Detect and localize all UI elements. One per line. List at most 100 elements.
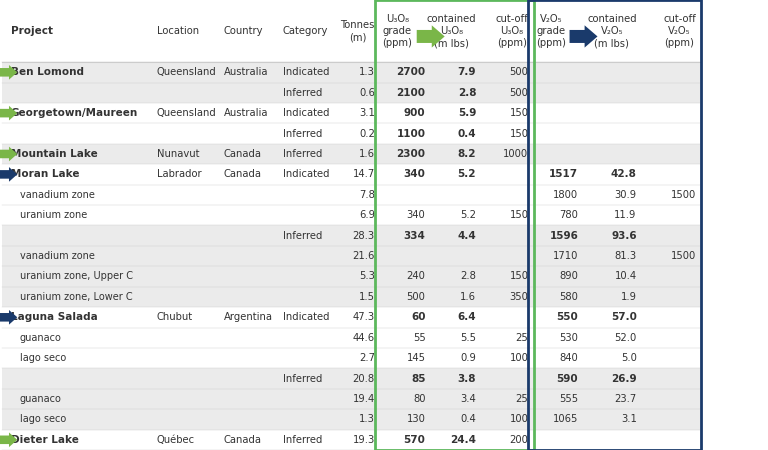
Text: 55: 55	[412, 333, 425, 343]
Text: 1.5: 1.5	[359, 292, 375, 302]
Text: 1.6: 1.6	[359, 149, 375, 159]
Text: 530: 530	[559, 333, 578, 343]
Text: 25: 25	[515, 394, 528, 404]
Polygon shape	[0, 106, 17, 121]
Text: 570: 570	[404, 435, 425, 445]
Text: 42.8: 42.8	[611, 169, 637, 180]
Text: 500: 500	[509, 88, 528, 98]
Text: lago seco: lago seco	[20, 353, 66, 363]
Text: 4.4: 4.4	[458, 231, 476, 241]
Text: V₂O₅
grade
(ppm): V₂O₅ grade (ppm)	[536, 14, 566, 49]
Text: 1.6: 1.6	[460, 292, 476, 302]
Text: Indicated: Indicated	[283, 108, 329, 118]
Text: 590: 590	[557, 374, 578, 383]
Text: 52.0: 52.0	[614, 333, 637, 343]
Bar	[2, 266, 700, 287]
Text: 0.4: 0.4	[460, 414, 476, 424]
Text: Inferred: Inferred	[283, 149, 322, 159]
Text: 3.1: 3.1	[359, 108, 375, 118]
Text: 14.7: 14.7	[353, 169, 375, 180]
Text: Georgetown/Maureen: Georgetown/Maureen	[11, 108, 138, 118]
Text: Country: Country	[223, 26, 263, 36]
Bar	[2, 62, 700, 82]
Text: Canada: Canada	[223, 169, 261, 180]
Text: Australia: Australia	[223, 68, 268, 77]
Polygon shape	[0, 147, 17, 161]
Text: Labrador: Labrador	[157, 169, 201, 180]
Text: cut-off
U₃O₈
(ppm): cut-off U₃O₈ (ppm)	[495, 14, 528, 49]
Text: Queensland: Queensland	[157, 68, 217, 77]
Text: 340: 340	[404, 169, 425, 180]
Text: 500: 500	[406, 292, 425, 302]
Text: Québec: Québec	[157, 435, 195, 445]
Text: 150: 150	[509, 108, 528, 118]
Text: 3.4: 3.4	[460, 394, 476, 404]
Text: 1500: 1500	[670, 251, 696, 261]
Bar	[2, 103, 700, 123]
Text: 2.8: 2.8	[458, 88, 476, 98]
Text: vanadium zone: vanadium zone	[20, 190, 94, 200]
Text: 555: 555	[559, 394, 578, 404]
Text: Queensland: Queensland	[157, 108, 217, 118]
Text: uranium zone: uranium zone	[20, 210, 88, 220]
Bar	[2, 430, 700, 450]
Polygon shape	[0, 310, 17, 324]
Text: 840: 840	[560, 353, 578, 363]
Text: Inferred: Inferred	[283, 374, 322, 383]
Text: 130: 130	[406, 414, 425, 424]
Text: Canada: Canada	[223, 149, 261, 159]
Bar	[2, 287, 700, 307]
Text: Indicated: Indicated	[283, 312, 329, 322]
Text: Inferred: Inferred	[283, 129, 322, 139]
Text: Indicated: Indicated	[283, 68, 329, 77]
Text: 20.8: 20.8	[353, 374, 375, 383]
Text: 780: 780	[559, 210, 578, 220]
Text: 150: 150	[509, 129, 528, 139]
Text: 890: 890	[559, 271, 578, 281]
Text: 5.3: 5.3	[359, 271, 375, 281]
Bar	[375, 0, 534, 450]
Text: 80: 80	[413, 394, 425, 404]
Text: 145: 145	[406, 353, 425, 363]
Bar	[2, 0, 700, 62]
Text: 81.3: 81.3	[614, 251, 637, 261]
Text: 19.3: 19.3	[353, 435, 375, 445]
Text: 3.8: 3.8	[458, 374, 476, 383]
Text: 6.9: 6.9	[359, 210, 375, 220]
Text: 1.3: 1.3	[359, 414, 375, 424]
Text: 240: 240	[406, 271, 425, 281]
Text: Canada: Canada	[223, 435, 261, 445]
Text: 100: 100	[509, 414, 528, 424]
Polygon shape	[570, 25, 598, 48]
Bar	[2, 225, 700, 246]
Text: 93.6: 93.6	[611, 231, 637, 241]
Text: 2700: 2700	[396, 68, 425, 77]
Text: 550: 550	[557, 312, 578, 322]
Text: 1000: 1000	[503, 149, 528, 159]
Polygon shape	[0, 432, 17, 447]
Text: Ben Lomond: Ben Lomond	[11, 68, 84, 77]
Text: 0.2: 0.2	[359, 129, 375, 139]
Text: 25: 25	[515, 333, 528, 343]
Bar	[2, 409, 700, 430]
Text: 900: 900	[404, 108, 425, 118]
Text: 60: 60	[411, 312, 425, 322]
Text: 150: 150	[509, 271, 528, 281]
Text: 8.2: 8.2	[458, 149, 476, 159]
Text: lago seco: lago seco	[20, 414, 66, 424]
Text: 340: 340	[407, 210, 425, 220]
Text: 2.8: 2.8	[460, 271, 476, 281]
Bar	[2, 369, 700, 389]
Bar	[2, 82, 700, 103]
Text: 5.2: 5.2	[458, 169, 476, 180]
Bar	[2, 123, 700, 144]
Text: 350: 350	[509, 292, 528, 302]
Polygon shape	[0, 65, 17, 80]
Text: 19.4: 19.4	[353, 394, 375, 404]
Text: guanaco: guanaco	[20, 333, 62, 343]
Text: 85: 85	[411, 374, 425, 383]
Text: Moran Lake: Moran Lake	[11, 169, 79, 180]
Text: 7.8: 7.8	[359, 190, 375, 200]
Text: guanaco: guanaco	[20, 394, 62, 404]
Text: 2100: 2100	[396, 88, 425, 98]
